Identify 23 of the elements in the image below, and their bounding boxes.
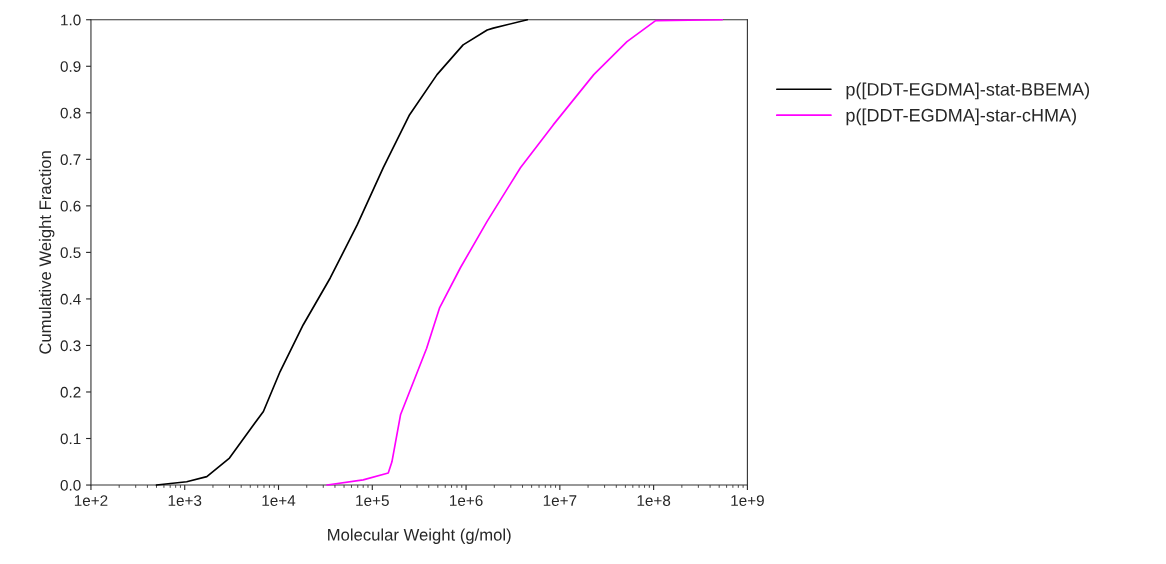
x-tick-label: 1e+6 (450, 495, 483, 506)
y-tick-label: 0.9 (60, 61, 81, 72)
x-tick-label: 1e+8 (637, 495, 671, 506)
x-tick-label: 1e+3 (168, 495, 202, 506)
y-tick-label: 0.2 (60, 386, 81, 398)
legend-label: p([DDT-EGDMA]-star-cHMA) (846, 108, 1076, 126)
x-axis-title: Molecular Weight (g/mol) (328, 528, 511, 544)
x-tick-label: 1e+7 (543, 495, 577, 506)
y-tick-label: 0.5 (60, 247, 81, 259)
y-tick-label: 0.4 (60, 293, 81, 305)
y-tick-label: 0.8 (60, 107, 81, 119)
y-tick-label: 0.0 (60, 479, 81, 491)
y-tick-label: 0.1 (60, 433, 81, 445)
x-tick-label: 1e+4 (262, 495, 296, 506)
y-tick-label: 0.3 (60, 340, 81, 352)
x-tick-label: 1e+5 (356, 495, 389, 506)
y-axis-title: Cumulative Weight Fraction (38, 151, 55, 354)
x-tick-label: 1e+2 (74, 495, 108, 506)
y-tick-label: 1.0 (61, 14, 81, 26)
y-tick-label: 0.7 (60, 154, 81, 166)
y-tick-label: 0.6 (60, 200, 81, 212)
legend-label: p([DDT-EGDMA]-stat-BBEMA) (846, 82, 1090, 100)
x-tick-label: 1e+9 (731, 495, 764, 506)
